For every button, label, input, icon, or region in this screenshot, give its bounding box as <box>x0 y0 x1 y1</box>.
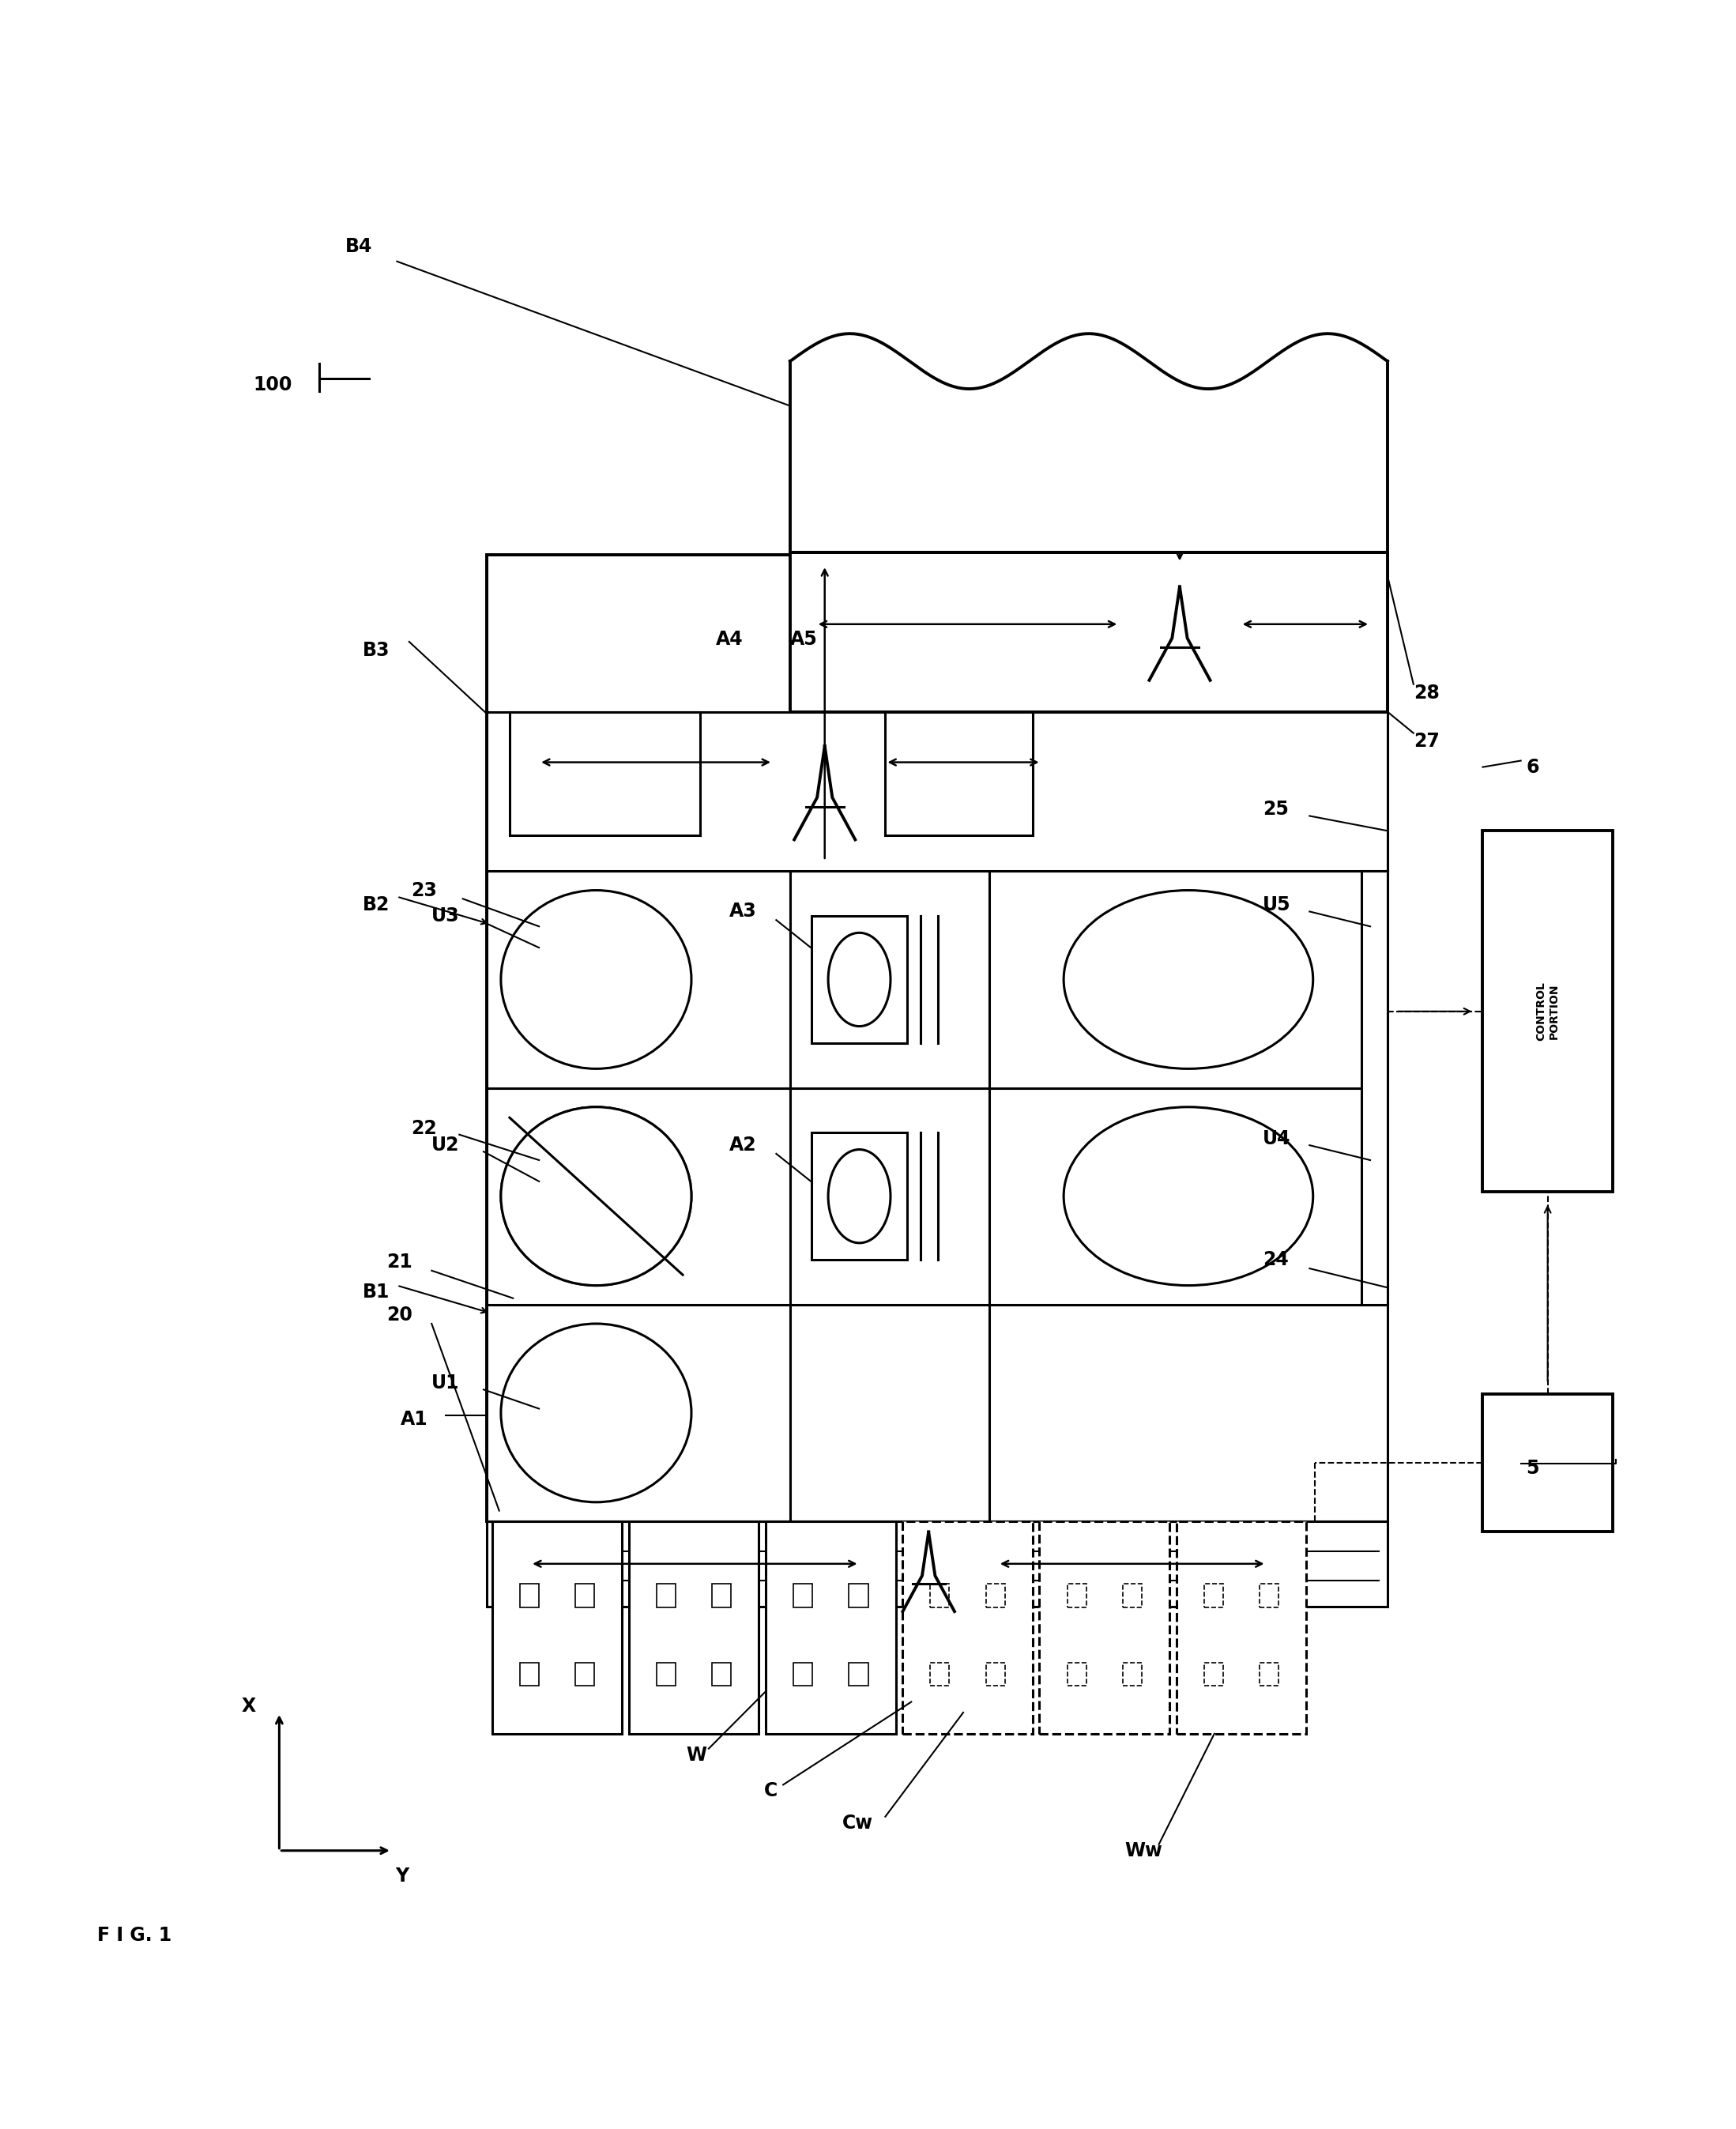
Text: B2: B2 <box>363 896 389 915</box>
Bar <box>1123 1584 1142 1607</box>
Bar <box>656 1663 675 1686</box>
Bar <box>712 1584 731 1607</box>
Ellipse shape <box>502 1107 691 1286</box>
Bar <box>628 1522 759 1733</box>
Bar <box>488 554 1387 1522</box>
Bar <box>1123 1663 1142 1686</box>
Text: 27: 27 <box>1413 732 1439 752</box>
Text: 23: 23 <box>411 881 437 901</box>
Bar <box>488 711 1387 871</box>
Bar <box>575 1584 594 1607</box>
Text: A1: A1 <box>401 1409 427 1429</box>
Bar <box>488 871 790 1088</box>
Text: 24: 24 <box>1262 1250 1288 1269</box>
Text: Y: Y <box>396 1867 410 1886</box>
Text: U4: U4 <box>1262 1128 1292 1148</box>
Ellipse shape <box>828 933 891 1026</box>
Bar <box>793 1663 812 1686</box>
Bar <box>790 554 990 871</box>
Bar <box>990 871 1387 1088</box>
Text: Ww: Ww <box>1125 1842 1161 1861</box>
Text: A2: A2 <box>729 1135 757 1154</box>
Text: B1: B1 <box>363 1282 389 1301</box>
Text: 25: 25 <box>1262 801 1288 820</box>
Bar <box>793 1584 812 1607</box>
Text: A4: A4 <box>715 630 743 649</box>
Text: W: W <box>686 1746 707 1765</box>
Bar <box>930 1584 950 1607</box>
Text: U5: U5 <box>1262 896 1292 915</box>
Bar <box>510 711 700 835</box>
Bar <box>790 1088 990 1305</box>
Bar <box>656 1584 675 1607</box>
Bar <box>1205 1584 1222 1607</box>
Text: 28: 28 <box>1413 683 1439 703</box>
Bar <box>488 1305 790 1522</box>
Ellipse shape <box>502 1324 691 1503</box>
Bar <box>488 554 790 871</box>
Bar <box>990 1088 1387 1305</box>
Bar <box>521 1584 538 1607</box>
Bar <box>1040 1522 1170 1733</box>
Bar <box>1177 1522 1305 1733</box>
Ellipse shape <box>1064 890 1312 1069</box>
Bar <box>790 871 990 1088</box>
Bar <box>1068 1584 1087 1607</box>
Text: 20: 20 <box>387 1305 413 1324</box>
Bar <box>849 1663 868 1686</box>
Text: 6: 6 <box>1526 758 1540 777</box>
Text: F I G. 1: F I G. 1 <box>97 1927 172 1946</box>
Bar <box>986 1663 1005 1686</box>
Bar <box>790 1305 990 1522</box>
Bar <box>990 554 1387 871</box>
Bar <box>1361 871 1387 1305</box>
Bar <box>493 1522 621 1733</box>
Bar <box>488 1522 1387 1605</box>
Text: U2: U2 <box>432 1135 460 1154</box>
Bar <box>1259 1584 1278 1607</box>
Text: U3: U3 <box>432 907 460 926</box>
Bar <box>575 1663 594 1686</box>
Text: U1: U1 <box>432 1373 460 1392</box>
Text: X: X <box>241 1697 255 1716</box>
Bar <box>712 1663 731 1686</box>
Text: B3: B3 <box>363 641 389 660</box>
Bar <box>488 1088 790 1305</box>
Bar <box>790 551 1387 711</box>
Bar <box>521 1663 538 1686</box>
Bar <box>812 915 906 1043</box>
Bar <box>986 1584 1005 1607</box>
Bar <box>885 711 1033 835</box>
Text: 5: 5 <box>1526 1458 1540 1478</box>
Text: 100: 100 <box>253 375 292 394</box>
Bar <box>1259 1663 1278 1686</box>
Text: Cw: Cw <box>842 1814 873 1833</box>
Bar <box>930 1663 950 1686</box>
Text: 22: 22 <box>411 1118 437 1137</box>
Text: A3: A3 <box>729 903 757 922</box>
Bar <box>903 1522 1033 1733</box>
Text: CONTROL
PORTION: CONTROL PORTION <box>1536 981 1559 1041</box>
Text: 21: 21 <box>387 1252 413 1271</box>
Text: B4: B4 <box>345 236 372 255</box>
Ellipse shape <box>828 1150 891 1243</box>
Bar <box>812 1133 906 1260</box>
Bar <box>1205 1663 1222 1686</box>
Bar <box>849 1584 868 1607</box>
Text: A5: A5 <box>790 630 818 649</box>
Text: C: C <box>764 1782 778 1801</box>
Bar <box>990 1305 1387 1522</box>
Ellipse shape <box>502 890 691 1069</box>
Bar <box>1483 830 1613 1192</box>
Bar <box>1068 1663 1087 1686</box>
Bar <box>766 1522 896 1733</box>
Bar <box>1483 1394 1613 1533</box>
Ellipse shape <box>502 1107 691 1286</box>
Ellipse shape <box>1064 1107 1312 1286</box>
